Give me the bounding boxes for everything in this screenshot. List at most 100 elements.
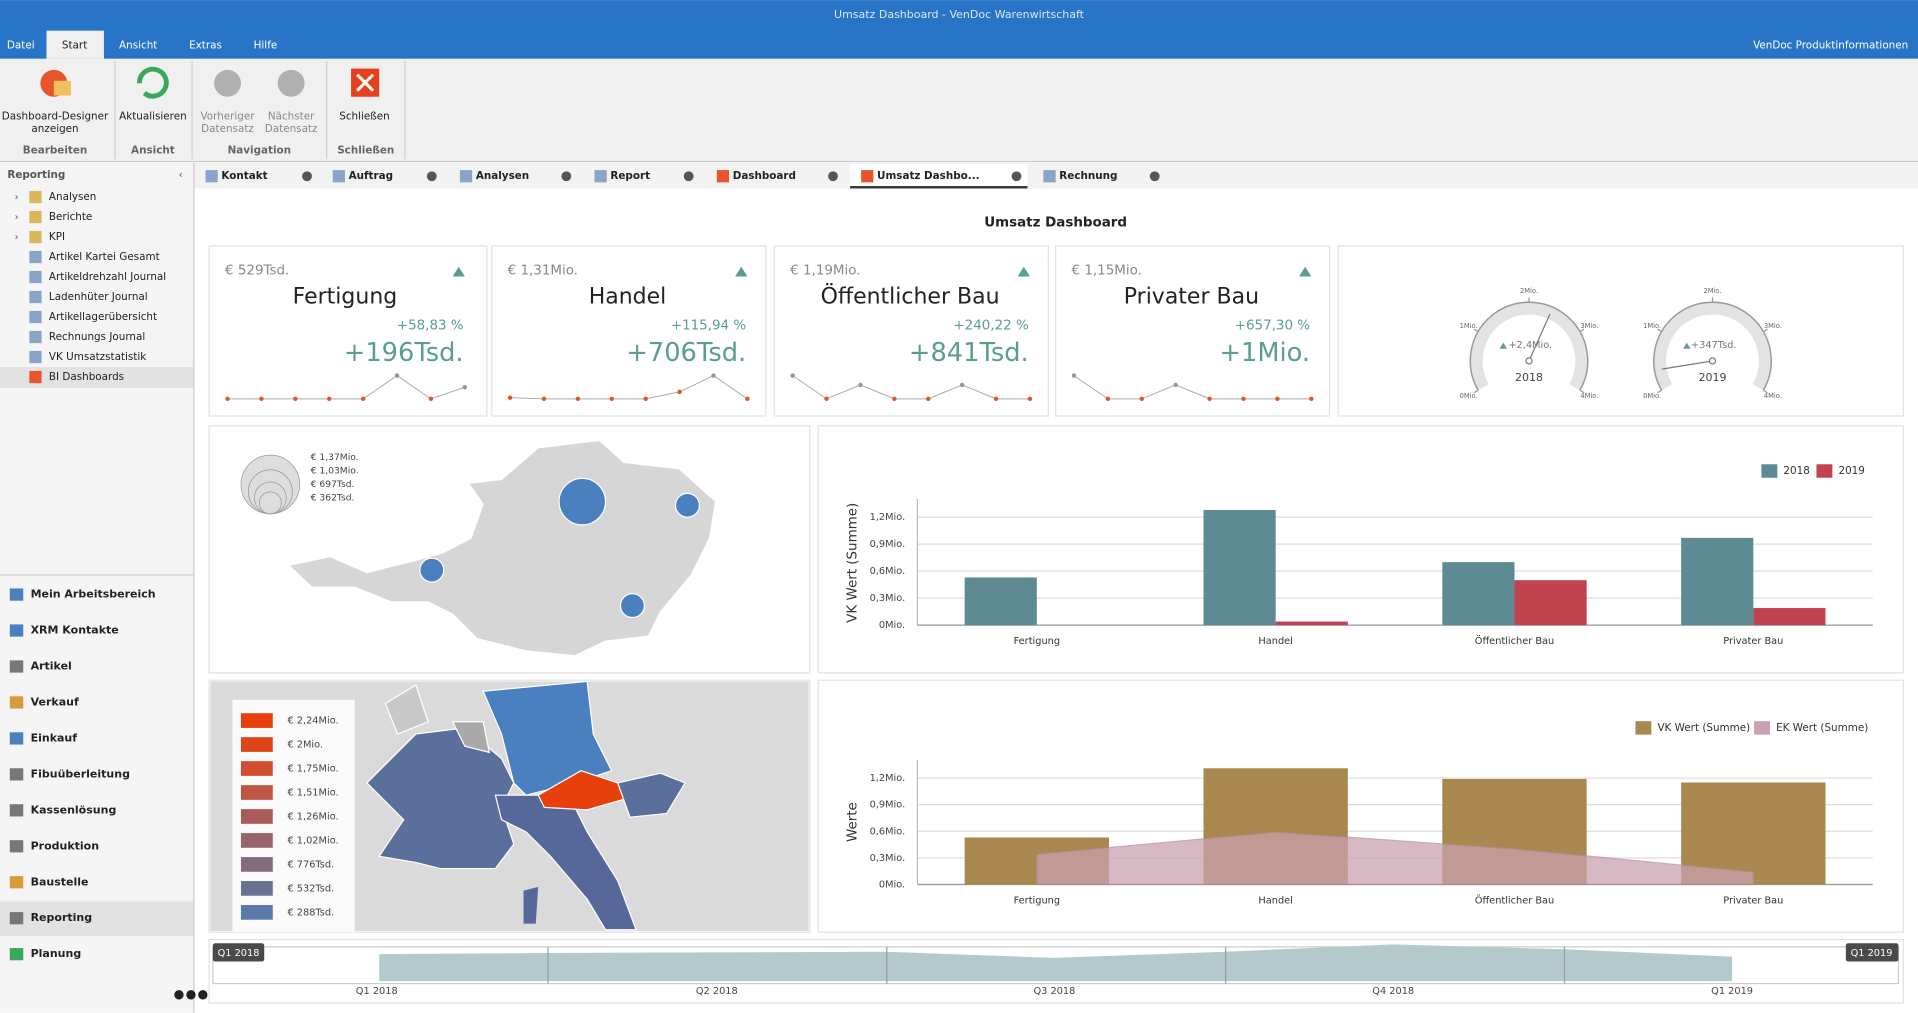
tree-item[interactable]: Rechnungs Journal bbox=[49, 331, 145, 343]
tree-icon bbox=[29, 191, 41, 203]
tab[interactable]: Rechnung bbox=[1059, 170, 1117, 182]
card-percent: +115,94 % bbox=[671, 318, 747, 333]
bar[interactable] bbox=[1753, 608, 1825, 625]
tab-close[interactable] bbox=[427, 171, 437, 181]
tree-item[interactable]: VK Umsatzstatistik bbox=[49, 351, 146, 363]
choropleth-swatch bbox=[241, 905, 273, 920]
tab[interactable]: Report bbox=[610, 170, 650, 182]
tree-item[interactable]: Analysen bbox=[49, 191, 96, 203]
tree-item[interactable]: KPI bbox=[49, 231, 65, 243]
tree-item[interactable]: BI Dashboards bbox=[49, 371, 124, 383]
ribbon-button-label[interactable]: Schließen bbox=[339, 110, 390, 122]
y-tick-label: 0,6Mio. bbox=[870, 826, 906, 837]
tree-item[interactable]: Artikellagerübersicht bbox=[49, 311, 157, 323]
menu-item[interactable]: Extras bbox=[189, 39, 222, 51]
sparkline-point bbox=[259, 397, 263, 401]
bar[interactable] bbox=[1203, 510, 1275, 625]
nav-item[interactable]: Mein Arbeitsbereich bbox=[31, 588, 156, 601]
x-tick-label: Privater Bau bbox=[1723, 636, 1783, 647]
ribbon-button-label[interactable]: Datensatz bbox=[265, 123, 318, 135]
y-axis-label: Werte bbox=[846, 802, 861, 842]
tree-icon bbox=[29, 211, 41, 223]
tree-item[interactable]: Artikel Kartei Gesamt bbox=[49, 251, 160, 263]
bar[interactable] bbox=[1276, 622, 1348, 626]
tree-item[interactable]: Ladenhüter Journal bbox=[49, 291, 148, 303]
nav-icon bbox=[10, 732, 23, 744]
tab[interactable]: Auftrag bbox=[349, 170, 393, 182]
tab-close[interactable] bbox=[1012, 171, 1022, 181]
choropleth-swatch bbox=[241, 809, 273, 824]
tab-close[interactable] bbox=[1150, 171, 1160, 181]
tab-close[interactable] bbox=[684, 171, 694, 181]
nav-icon bbox=[10, 768, 23, 780]
x-tick-label: Handel bbox=[1258, 636, 1292, 647]
tree-item[interactable]: Berichte bbox=[49, 211, 92, 223]
tab[interactable]: Kontakt bbox=[221, 170, 267, 182]
bar[interactable] bbox=[965, 577, 1037, 625]
ribbon-button-label[interactable]: Aktualisieren bbox=[119, 110, 187, 122]
y-tick-label: 0,9Mio. bbox=[870, 800, 906, 811]
bar[interactable] bbox=[1681, 538, 1753, 625]
y-tick-label: 0,3Mio. bbox=[870, 593, 906, 604]
choropleth-label: € 1,02Mio. bbox=[287, 835, 338, 846]
menu-item[interactable]: Ansicht bbox=[119, 39, 157, 51]
legend-swatch bbox=[1761, 464, 1777, 477]
more-icon[interactable]: ●●● bbox=[174, 987, 210, 1001]
bar[interactable] bbox=[1514, 580, 1586, 625]
map-bubble[interactable] bbox=[559, 478, 605, 524]
sparkline-point bbox=[610, 397, 614, 401]
tree-icon bbox=[29, 331, 41, 343]
ribbon-button-label[interactable]: anzeigen bbox=[31, 123, 78, 135]
nav-item[interactable]: Baustelle bbox=[31, 875, 89, 888]
gauge-tick-label: 0Mio. bbox=[1643, 392, 1661, 400]
sparkline-point bbox=[960, 383, 964, 387]
gauge-tick-label: 4Mio. bbox=[1764, 392, 1782, 400]
menu-info[interactable]: VenDoc Produktinformationen bbox=[1753, 39, 1908, 51]
nav-item[interactable]: Fibuüberleitung bbox=[31, 767, 130, 780]
tab-close[interactable] bbox=[828, 171, 838, 181]
tree-item[interactable]: Artikeldrehzahl Journal bbox=[49, 271, 166, 283]
sparkline-point bbox=[790, 373, 794, 377]
x-tick-label: Öffentlicher Bau bbox=[1475, 634, 1554, 647]
tab-close[interactable] bbox=[561, 171, 571, 181]
tab[interactable]: Analysen bbox=[476, 170, 529, 182]
sparkline-point bbox=[225, 397, 229, 401]
tab[interactable]: Umsatz Dashbo... bbox=[877, 170, 980, 182]
nav-item[interactable]: Einkauf bbox=[31, 731, 78, 744]
bubble-legend-label: € 362Tsd. bbox=[311, 492, 355, 503]
ribbon-group-label: Bearbeiten bbox=[23, 145, 87, 157]
tab[interactable]: Dashboard bbox=[733, 170, 796, 182]
choropleth-swatch bbox=[241, 881, 273, 896]
nav-item[interactable]: Reporting bbox=[31, 911, 93, 924]
tab-icon bbox=[594, 170, 606, 182]
nav-item[interactable]: Artikel bbox=[31, 659, 72, 672]
nav-item[interactable]: Planung bbox=[31, 947, 82, 960]
window-title: Umsatz Dashboard - VenDoc Warenwirtschaf… bbox=[834, 8, 1085, 21]
nav-icon bbox=[10, 948, 23, 960]
gauge-label: 2018 bbox=[1515, 371, 1543, 384]
ribbon-button-label[interactable]: Datensatz bbox=[201, 123, 254, 135]
map-bubble[interactable] bbox=[620, 594, 644, 618]
ribbon-button-label[interactable]: Vorheriger bbox=[200, 110, 255, 122]
legend-swatch bbox=[1635, 721, 1651, 734]
range-tick-label: Q1 2019 bbox=[1711, 986, 1753, 997]
nav-item[interactable]: Produktion bbox=[31, 839, 99, 852]
sparkline-point bbox=[745, 397, 749, 401]
nav-item[interactable]: Kassenlösung bbox=[31, 803, 117, 816]
map-bubble[interactable] bbox=[675, 493, 699, 517]
nav-item[interactable]: XRM Kontakte bbox=[31, 624, 119, 637]
sparkline-point bbox=[1072, 373, 1076, 377]
map-bubble[interactable] bbox=[420, 558, 444, 582]
tab-close[interactable] bbox=[302, 171, 312, 181]
menu-item[interactable]: Datei bbox=[7, 39, 35, 51]
ribbon-button-label[interactable]: Nächster bbox=[268, 110, 315, 122]
bar[interactable] bbox=[1442, 562, 1514, 625]
sparkline-point bbox=[711, 373, 715, 377]
menu-item[interactable]: Hilfe bbox=[254, 39, 278, 51]
ribbon-button-label[interactable]: Dashboard-Designer bbox=[2, 110, 109, 122]
sparkline-point bbox=[327, 397, 331, 401]
menu-item[interactable]: Start bbox=[62, 39, 87, 51]
sparkline-point bbox=[1207, 397, 1211, 401]
nav-item[interactable]: Verkauf bbox=[31, 695, 79, 708]
sparkline-point bbox=[677, 390, 681, 394]
